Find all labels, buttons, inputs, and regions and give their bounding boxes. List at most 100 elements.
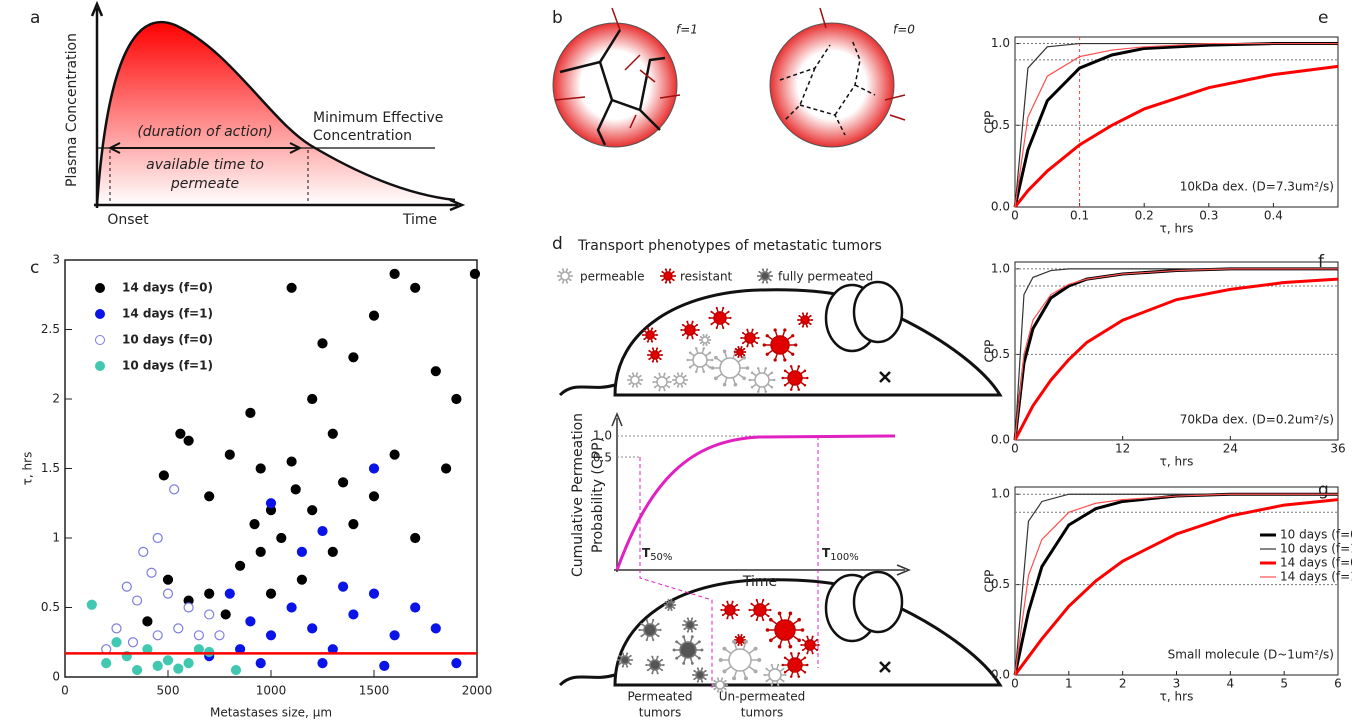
tumor-spike-tip [697, 640, 701, 644]
tumor-spike-tip [773, 358, 777, 362]
vessels [779, 39, 876, 136]
tumor-spike-tip [773, 328, 777, 332]
tumor-spike-tip [710, 358, 714, 362]
tumor-spike-tip [631, 659, 633, 661]
tumor-spike-tip [765, 334, 769, 338]
tumor-spike-tip [758, 279, 761, 282]
tumor-icon [698, 334, 712, 346]
tumor-spike-tip [757, 337, 760, 339]
duration-arrow [107, 142, 303, 154]
tumor-spike-tip [647, 354, 649, 356]
tumor-spike-tip [673, 374, 676, 377]
scatter-point [307, 505, 318, 516]
tumor-spike-tip [803, 670, 807, 674]
tumor-spike-tip [651, 327, 654, 330]
tumor-spike-tip [702, 334, 705, 337]
x-tick-label: 1000 [256, 684, 287, 698]
tumor-spike-tip [558, 270, 561, 273]
scatter-point [265, 498, 277, 509]
y-axis-label: CPP [983, 570, 997, 593]
tumor-spike-tip [662, 664, 665, 666]
tumor-core [770, 335, 790, 355]
tumor-spike-tip [727, 323, 730, 326]
tumor-spike-tip [645, 638, 648, 642]
tumor-core [643, 623, 657, 637]
y-tick-label: 1.0 [991, 261, 1010, 275]
scatter-point [327, 428, 338, 439]
tumor-spike-tip [734, 347, 737, 350]
tumor-spike-tip [656, 655, 659, 658]
tumor-spike-tip [811, 652, 814, 655]
tumor-spike-tip [797, 638, 801, 643]
dashed-marker [109, 150, 309, 203]
tumor-spike-tip [737, 609, 740, 611]
tumor-spike-tip [663, 389, 666, 392]
tumor-core [663, 271, 673, 281]
scatter-point [121, 581, 132, 592]
x-tick-label: 0.4 [1264, 209, 1283, 223]
tumor-spike-tip [663, 372, 666, 375]
tumor-spike-tip [694, 370, 698, 373]
tumor-spike-tip [656, 672, 659, 675]
tumor-spike-tip [726, 600, 729, 603]
x-tick-label: 0.1 [1070, 209, 1089, 223]
tumor-spike-tip [669, 281, 672, 284]
tumor-spike-tip [791, 352, 795, 356]
tumor-spike-tip [626, 665, 629, 668]
legend-marker [95, 283, 105, 293]
tumor-spike-tip [668, 375, 671, 378]
tumor-spike-tip [734, 354, 737, 357]
tumor-core [719, 357, 741, 379]
tumor-spike-tip [726, 684, 728, 686]
tumor-spike-tip [686, 617, 689, 620]
t-symbol: T [642, 546, 651, 560]
tumor-spike-tip [765, 628, 770, 632]
y-tick-label: 0.5 [991, 118, 1010, 132]
tumor-icon [762, 328, 798, 362]
reference-line [617, 435, 895, 458]
tumor-icon [627, 372, 643, 388]
tumor-icon [781, 365, 809, 391]
legend-marker [95, 309, 105, 319]
scatter-point [286, 602, 297, 613]
tumor-spike-tip [714, 376, 718, 381]
scatter-point [224, 449, 235, 460]
tumor-spike-tip [658, 389, 661, 392]
tumor-spike-tip [771, 275, 773, 277]
tumor-spike-tip [761, 281, 764, 284]
scatter-point [430, 366, 441, 377]
tumor-spike-tip [693, 678, 696, 681]
plot-frame [64, 259, 478, 678]
curve-area [97, 22, 455, 205]
tumor-spike-tip [724, 688, 727, 691]
legend-marker [95, 335, 105, 345]
legend-label: resistant [680, 270, 733, 284]
y-axis-label: τ, hrs [21, 452, 35, 486]
tumor-spike-tip [811, 319, 813, 321]
tumor-spike-tip [651, 655, 654, 658]
tumor-icon [652, 372, 672, 392]
tumor-spike-tip [657, 622, 660, 625]
tumor-spike-tip [756, 331, 759, 334]
tumor-spike-tip [688, 365, 692, 369]
tumor-spike-tip [669, 381, 672, 383]
tumor-spike-tip [701, 667, 704, 670]
scatter-point [410, 532, 421, 544]
tumor-spike-tip [708, 335, 711, 338]
tumor-icon [663, 599, 677, 611]
tumor-spike-tip [777, 683, 780, 687]
tumor-spike-tip [755, 598, 758, 602]
tumor-spike-tip [798, 314, 801, 317]
scatter-point [204, 588, 215, 599]
tumor-spike-tip [816, 638, 819, 641]
scatter-point [307, 393, 318, 405]
legend-label: 14 days (f=1) [1280, 570, 1352, 584]
tumor-spike-tip [673, 383, 676, 386]
tumor-spike-tip [654, 338, 657, 341]
legend-label: 10 days (f=1) [122, 359, 213, 373]
tumor-spike-tip [699, 335, 702, 338]
scatter-point [410, 282, 421, 293]
group-label: tumors [741, 706, 784, 720]
tumor-spike-tip [676, 372, 679, 375]
tumor-spike-tip [777, 644, 782, 649]
